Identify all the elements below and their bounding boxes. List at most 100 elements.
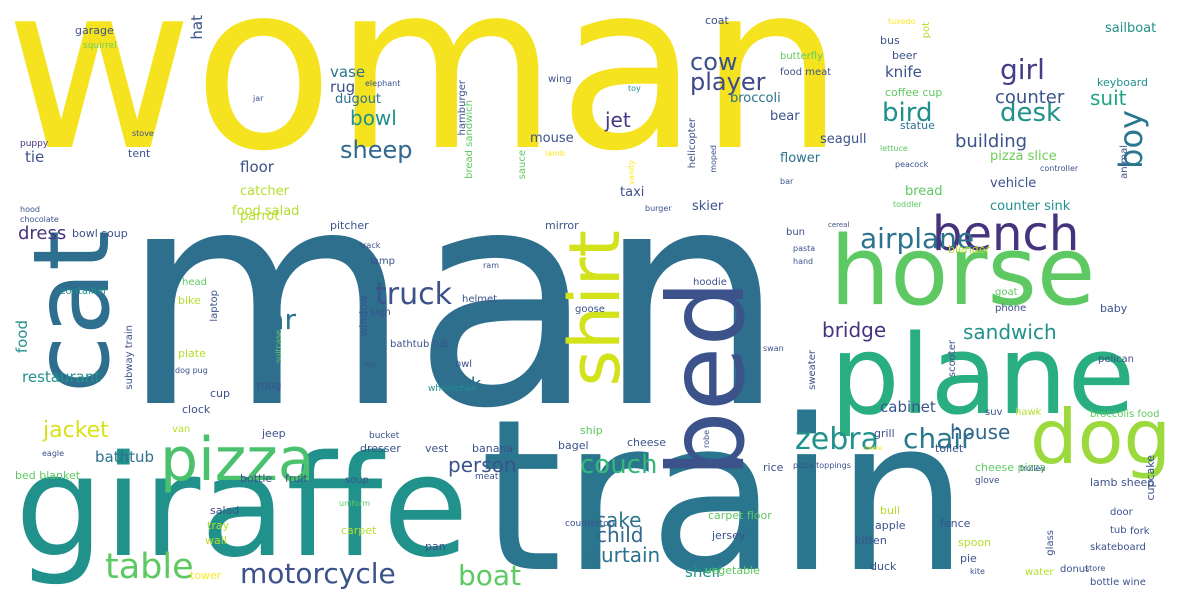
word-bull: bull bbox=[880, 504, 901, 517]
word-lamb-sheep: lamb sheep bbox=[1090, 476, 1155, 489]
word-man: man bbox=[120, 125, 787, 474]
word-bread: bread bbox=[905, 184, 943, 199]
word-knife: knife bbox=[885, 63, 922, 81]
word-kitten: kitten bbox=[855, 534, 887, 547]
word-owl: owl bbox=[455, 359, 473, 370]
word-lamb: lamb bbox=[545, 149, 565, 158]
word-cheese: cheese bbox=[627, 436, 667, 449]
word-cup: cup bbox=[210, 387, 231, 400]
word-keyboard: keyboard bbox=[1097, 76, 1149, 89]
word-subway-train: subway train bbox=[124, 325, 135, 390]
word-meat: meat bbox=[475, 472, 499, 482]
word-toilet: toilet bbox=[935, 442, 964, 455]
word-child: child bbox=[596, 523, 644, 547]
word-vest: vest bbox=[425, 442, 449, 455]
word-peacock: peacock bbox=[895, 160, 929, 169]
word-vegetable: vegetable bbox=[705, 564, 760, 577]
word-sink: sink bbox=[445, 374, 482, 395]
word-tower: tower bbox=[190, 569, 222, 582]
word-duck: duck bbox=[870, 560, 897, 573]
word-coat: coat bbox=[705, 14, 729, 27]
word-truck: truck bbox=[375, 277, 452, 312]
word-head: head bbox=[182, 277, 207, 288]
word-suitcase: suitcase bbox=[274, 330, 283, 363]
word-food-salad: food salad bbox=[232, 204, 300, 219]
word-airplane: airplane bbox=[860, 222, 975, 255]
word-hood: hood bbox=[20, 205, 40, 214]
word-vase: vase bbox=[330, 63, 366, 81]
word-pizza: pizza bbox=[160, 425, 315, 495]
word-bridge: bridge bbox=[822, 318, 887, 342]
word-broccoli: broccoli bbox=[730, 91, 781, 106]
word-bottle: bottle bbox=[240, 472, 273, 485]
word-chocolate: chocolate bbox=[20, 215, 59, 224]
word-van: van bbox=[172, 424, 191, 435]
word-table: table bbox=[105, 547, 194, 587]
word-coffee-cup: coffee cup bbox=[885, 86, 943, 99]
word-blender: blender bbox=[948, 243, 991, 256]
word-pitcher: pitcher bbox=[330, 219, 369, 232]
word-garage: garage bbox=[75, 24, 114, 37]
word-robe: robe bbox=[702, 430, 711, 449]
word-suv: suv bbox=[985, 407, 1003, 418]
word-pizza-toppings: pizza toppings bbox=[793, 461, 851, 470]
word-baby: baby bbox=[1100, 302, 1128, 315]
word-wheelchair: wheelchair bbox=[428, 384, 478, 394]
word-bathtub-tub: bathtub tub bbox=[390, 339, 450, 350]
word-bathtub: bathtub bbox=[95, 448, 155, 466]
word-vanity: vanity bbox=[627, 160, 636, 185]
word-restaurant: restaurant bbox=[22, 368, 101, 386]
word-bowl: bowl bbox=[350, 106, 397, 130]
word-girl: girl bbox=[1000, 53, 1045, 86]
word-store: store bbox=[1085, 564, 1106, 573]
word-bar: bar bbox=[780, 177, 794, 186]
word-controller: controller bbox=[1040, 164, 1079, 173]
word-player: player bbox=[690, 68, 766, 96]
word-track: track bbox=[360, 241, 381, 250]
word-bun: bun bbox=[786, 227, 806, 238]
word-banana: banana bbox=[472, 442, 514, 455]
word-hawk: hawk bbox=[1015, 407, 1042, 418]
word-jar: jar bbox=[253, 94, 264, 103]
word-curtain: curtain bbox=[590, 543, 661, 567]
word-uniform: uniform bbox=[339, 499, 371, 508]
word-lettuce: lettuce bbox=[880, 144, 908, 153]
word-counter: counter bbox=[995, 87, 1065, 108]
word-horse: horse bbox=[830, 217, 1096, 327]
word-giraffe: giraffe bbox=[15, 426, 469, 589]
word-counter-sink: counter sink bbox=[990, 199, 1071, 214]
word-fence: fence bbox=[940, 517, 971, 530]
word-ram: ram bbox=[483, 261, 499, 270]
word-jet: jet bbox=[605, 108, 631, 132]
word-cabinet: cabinet bbox=[880, 398, 936, 416]
word-dog-pug: dog pug bbox=[175, 366, 208, 375]
word-bike: bike bbox=[178, 294, 201, 307]
word-plate: plate bbox=[178, 347, 206, 360]
word-car: car bbox=[252, 303, 297, 336]
word-seagull: seagull bbox=[820, 132, 867, 147]
word-sweater: sweater bbox=[807, 350, 818, 390]
word-pot: pot bbox=[921, 22, 932, 39]
word-shelf: shelf bbox=[685, 563, 721, 581]
word-burger: burger bbox=[645, 204, 672, 213]
word-pie: pie bbox=[960, 552, 977, 565]
word-mouse: mouse bbox=[530, 131, 574, 146]
word-couch: couch bbox=[580, 450, 658, 480]
word-sheep: sheep bbox=[340, 136, 413, 164]
word-zebra: zebra bbox=[795, 422, 879, 457]
word-sign: sign bbox=[370, 307, 391, 318]
word-animal: animal bbox=[1119, 145, 1130, 179]
word-dresser: dresser bbox=[360, 442, 401, 455]
word-hand: hand bbox=[793, 257, 814, 266]
word-moped: moped bbox=[709, 145, 718, 173]
word-spoon: spoon bbox=[958, 536, 992, 549]
word-catcher: catcher bbox=[240, 184, 289, 199]
word-cheese-pizza: cheese pizza bbox=[975, 461, 1046, 474]
word-squirrel: squirrel bbox=[83, 41, 117, 51]
word-pasta: pasta bbox=[793, 244, 816, 253]
word-bucket: bucket bbox=[369, 431, 400, 441]
word-dog: dog bbox=[1030, 393, 1172, 481]
word-goose: goose bbox=[575, 304, 605, 315]
word-cow: cow bbox=[690, 48, 738, 76]
word-stove: stove bbox=[132, 129, 154, 138]
